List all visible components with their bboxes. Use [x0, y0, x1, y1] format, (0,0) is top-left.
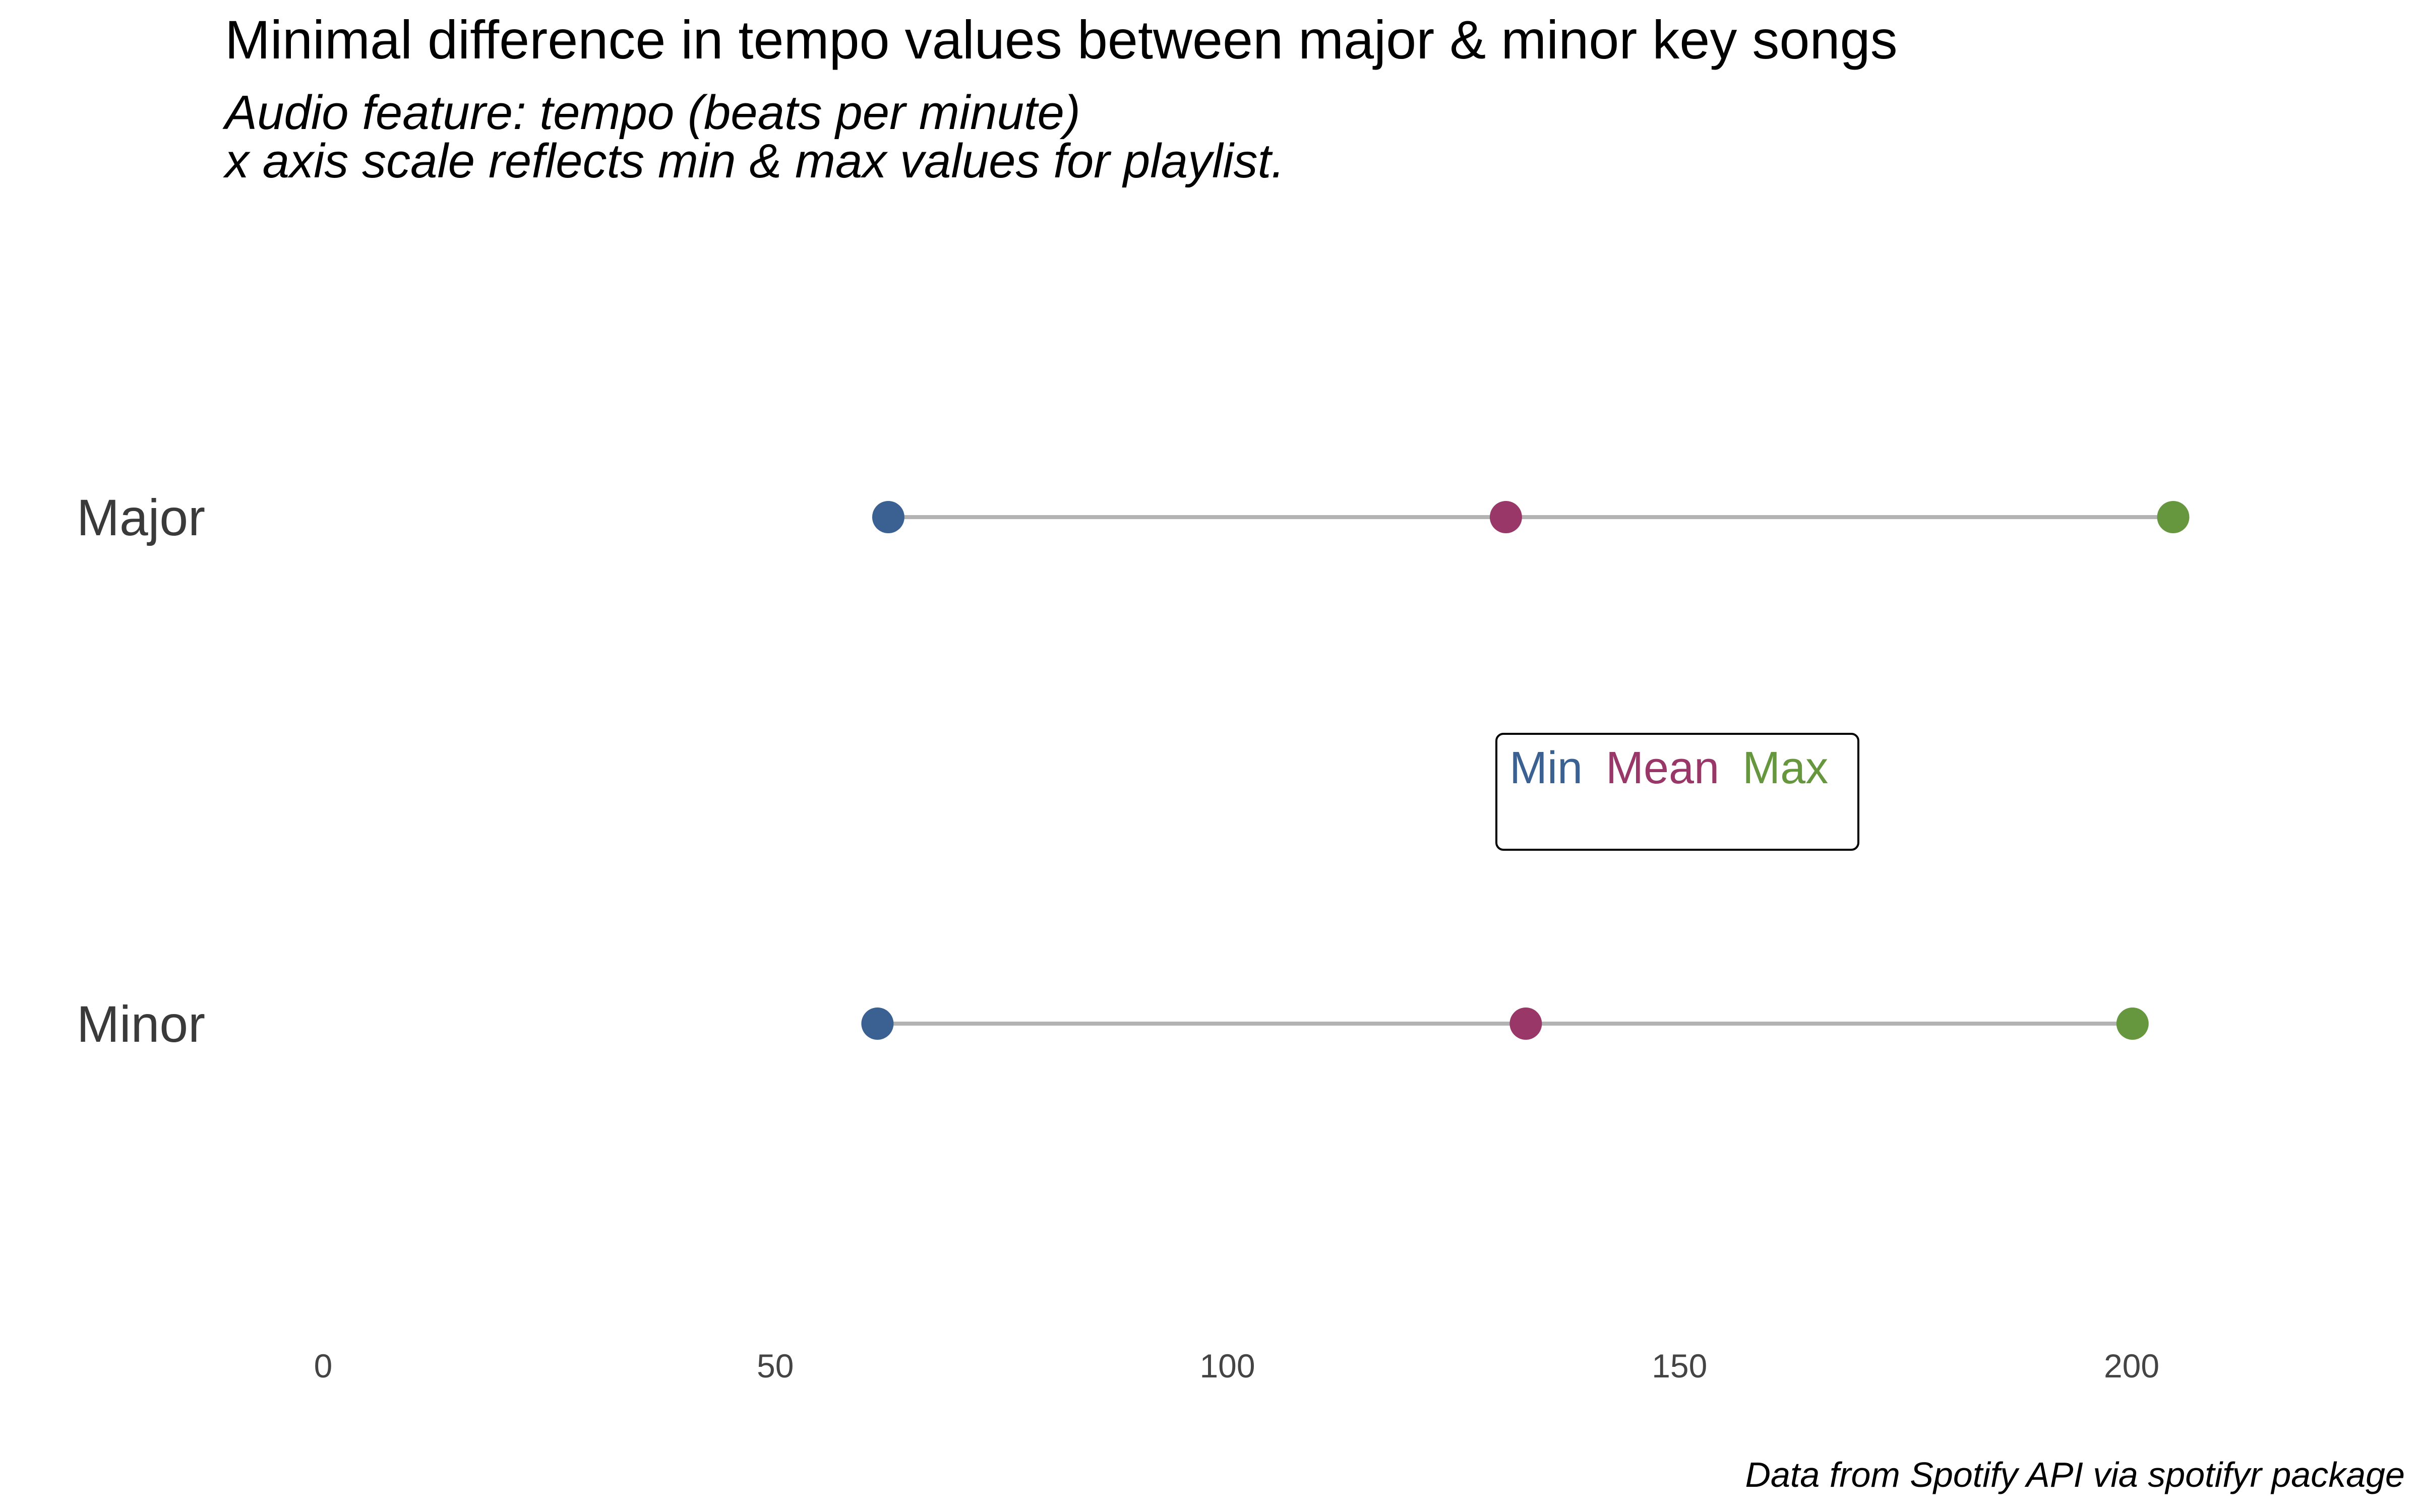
chart-subtitle-line-2: x axis scale reflects min & max values f… [223, 134, 1285, 188]
legend-box [1495, 733, 1859, 851]
x-tick-label-0: 0 [314, 1347, 333, 1384]
x-tick-label-100: 100 [1199, 1347, 1255, 1384]
major-mean-point [1489, 501, 1522, 533]
legend: Min Mean Max [1495, 733, 1859, 851]
legend-item-max: Max [1742, 743, 1828, 793]
legend-item-min: Min [1509, 743, 1583, 793]
major-min-point [872, 501, 904, 533]
plot-area: Major Minor [77, 489, 2190, 1053]
x-axis: 0 50 100 150 200 [314, 1347, 2159, 1384]
chart-caption: Data from Spotify API via spotifyr packa… [1745, 1455, 2405, 1494]
x-tick-label-150: 150 [1652, 1347, 1707, 1384]
minor-min-point [861, 1007, 894, 1040]
minor-max-point [2116, 1007, 2149, 1040]
chart-title: Minimal difference in tempo values betwe… [225, 9, 1898, 70]
category-label-minor: Minor [77, 995, 205, 1053]
chart-subtitle-line-1: Audio feature: tempo (beats per minute) [222, 86, 1080, 140]
major-max-point [2157, 501, 2190, 533]
category-label-major: Major [77, 489, 205, 546]
legend-text: Min Mean Max [1509, 743, 1828, 793]
x-tick-label-200: 200 [2104, 1347, 2159, 1384]
legend-item-mean: Mean [1606, 743, 1719, 793]
x-tick-label-50: 50 [757, 1347, 794, 1384]
minor-mean-point [1509, 1007, 1542, 1040]
